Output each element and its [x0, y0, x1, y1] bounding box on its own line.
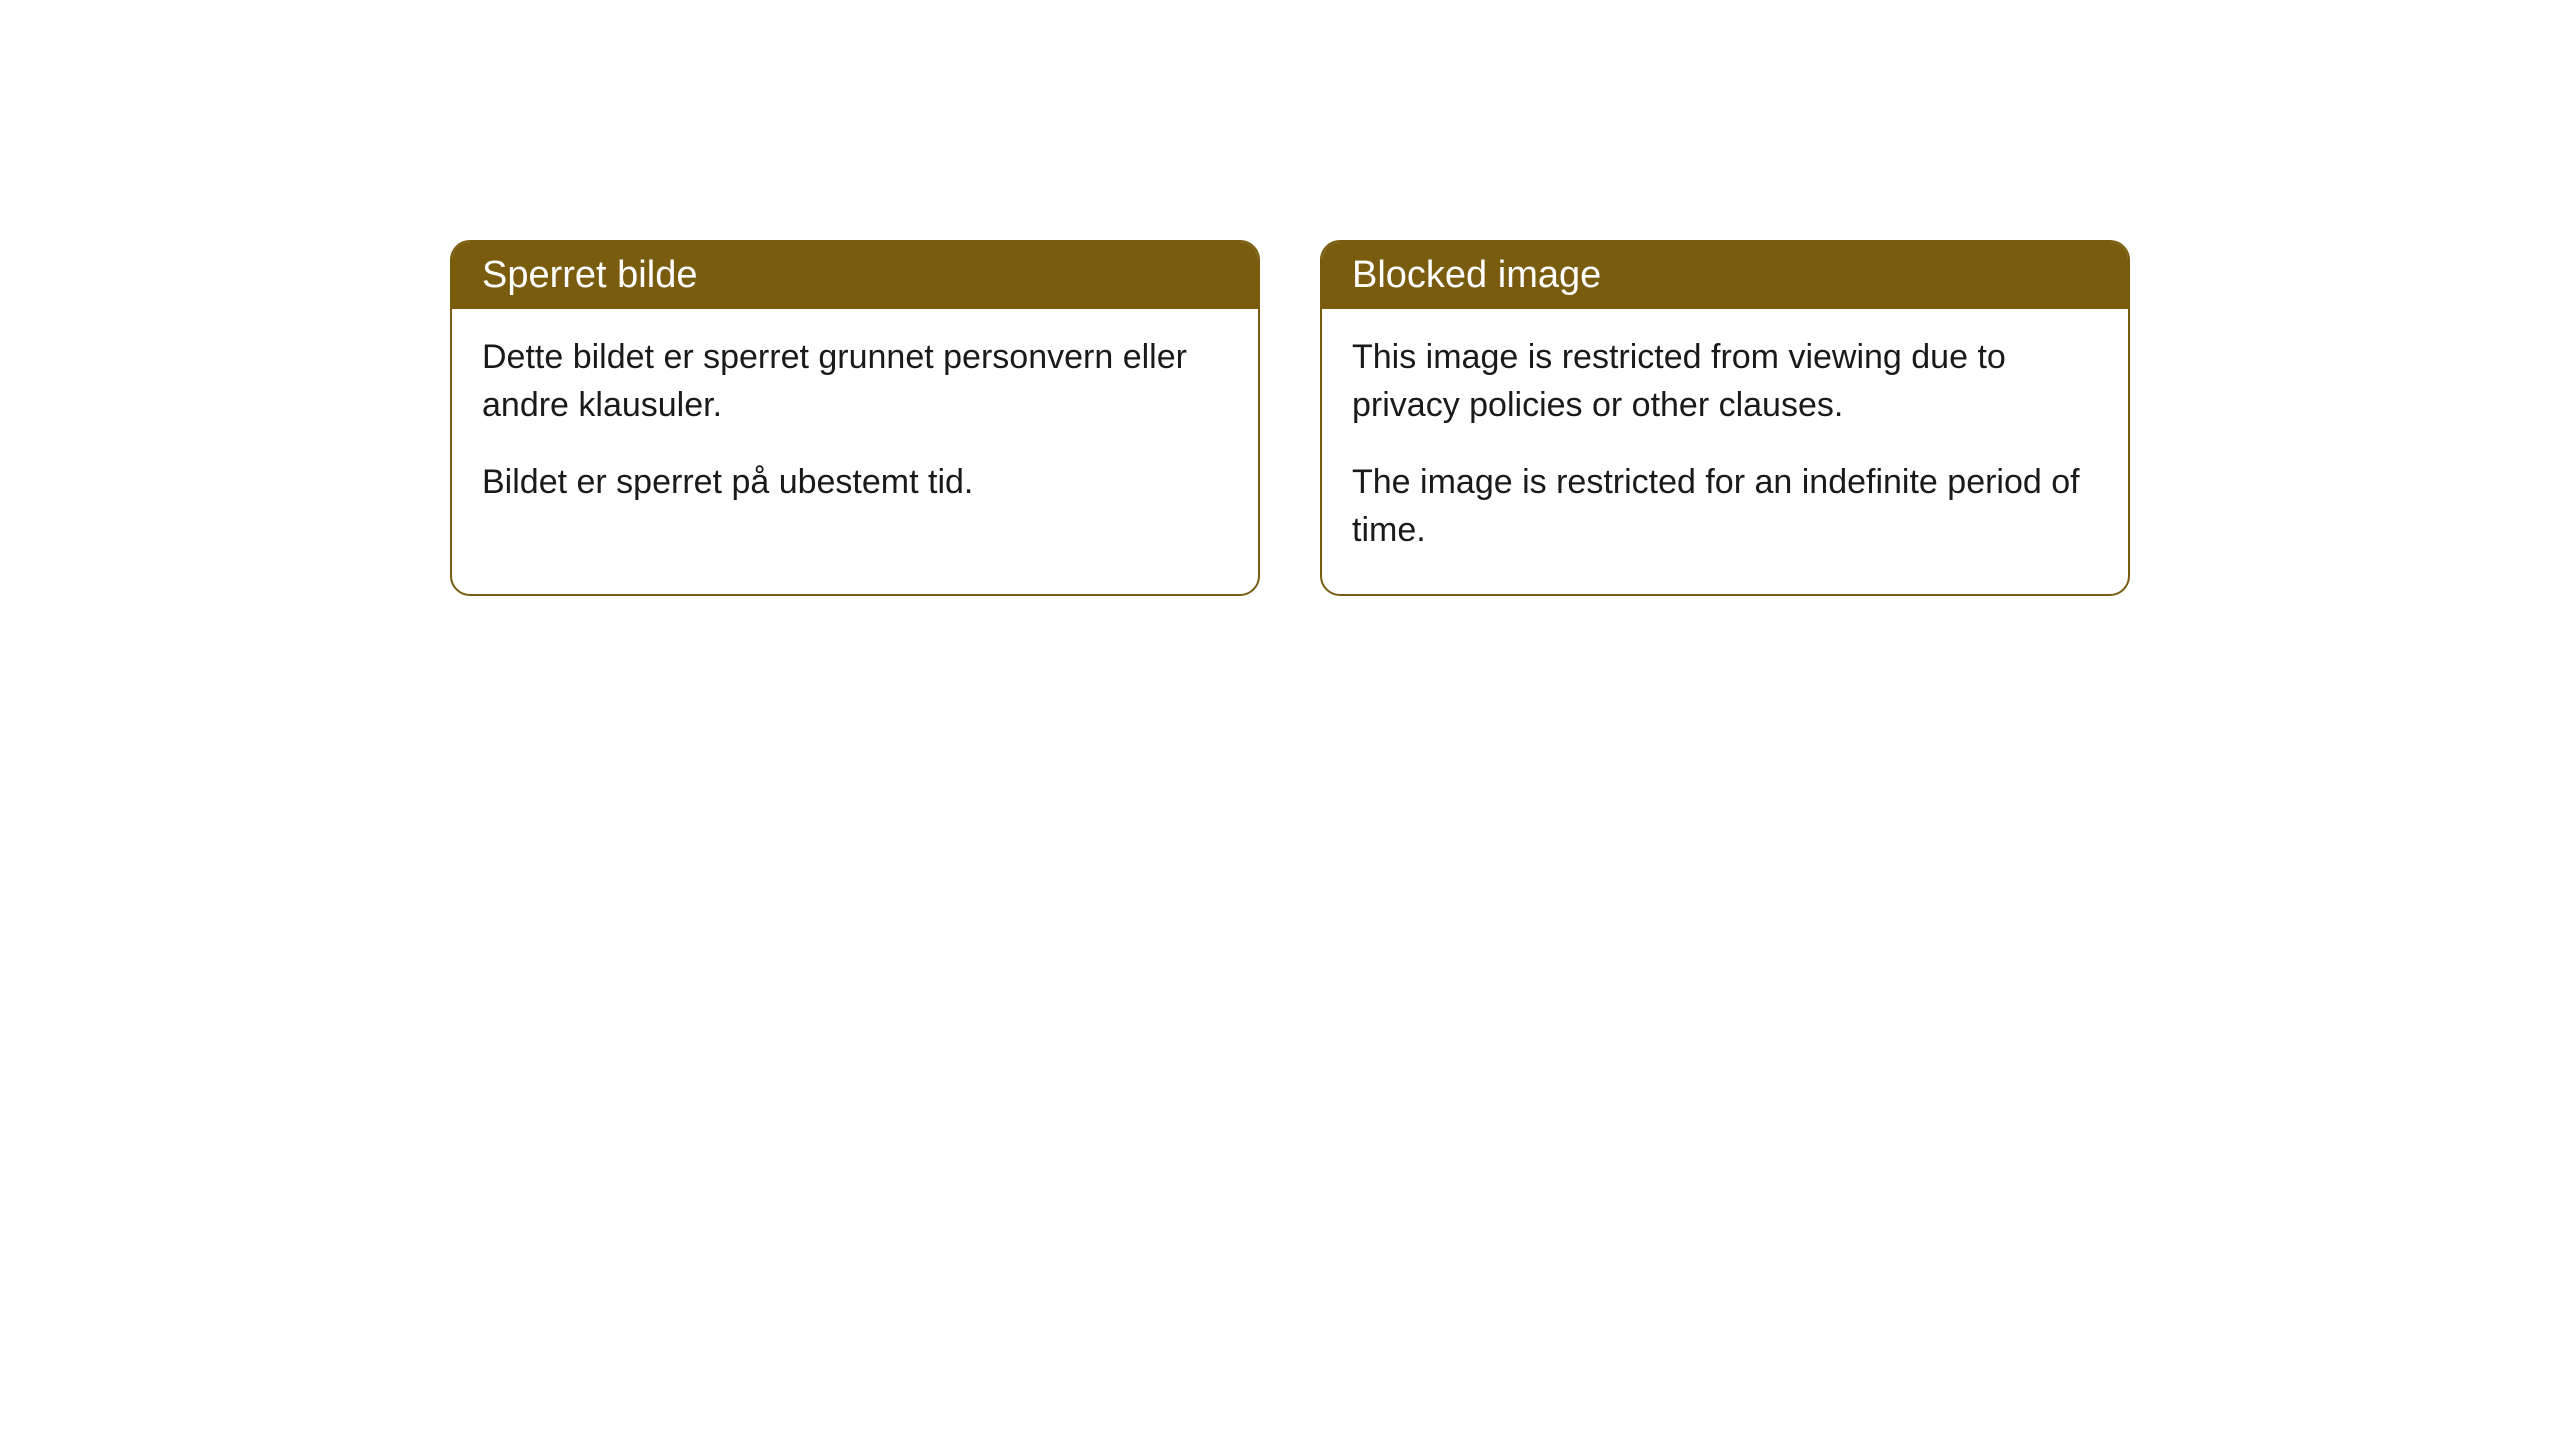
card-title: Blocked image [1352, 254, 1601, 296]
card-paragraph: This image is restricted from viewing du… [1352, 334, 2098, 429]
notice-card-norwegian: Sperret bilde Dette bildet er sperret gr… [450, 240, 1260, 596]
card-body-norwegian: Dette bildet er sperret grunnet personve… [452, 309, 1258, 547]
card-body-english: This image is restricted from viewing du… [1322, 309, 2128, 594]
notice-card-english: Blocked image This image is restricted f… [1320, 240, 2130, 596]
card-header-english: Blocked image [1322, 242, 2128, 309]
card-paragraph: Dette bildet er sperret grunnet personve… [482, 334, 1228, 429]
notice-cards-container: Sperret bilde Dette bildet er sperret gr… [450, 240, 2130, 596]
card-title: Sperret bilde [482, 254, 697, 296]
card-paragraph: The image is restricted for an indefinit… [1352, 459, 2098, 554]
card-paragraph: Bildet er sperret på ubestemt tid. [482, 459, 1228, 507]
card-header-norwegian: Sperret bilde [452, 242, 1258, 309]
